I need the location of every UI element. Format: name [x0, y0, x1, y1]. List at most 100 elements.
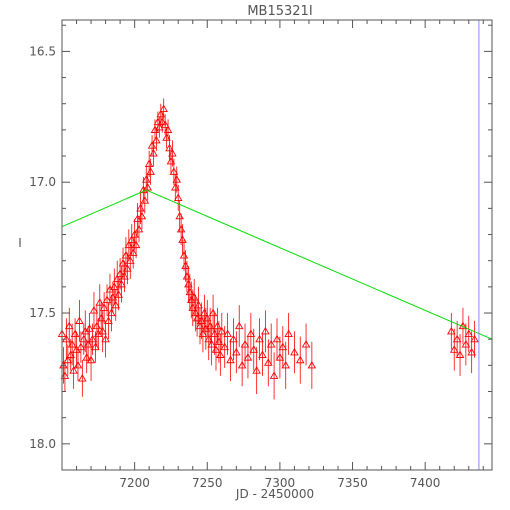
data-points	[57, 98, 479, 400]
triangle-marker	[223, 329, 232, 338]
x-tick-label: 7400	[410, 476, 441, 490]
triangle-marker	[160, 120, 170, 128]
data-point	[114, 279, 123, 311]
triangle-marker	[98, 326, 107, 335]
triangle-marker	[173, 193, 183, 201]
data-point	[82, 341, 91, 374]
data-point	[198, 315, 208, 353]
data-point	[98, 310, 107, 353]
data-point	[144, 150, 154, 177]
plot-frame	[61, 19, 493, 471]
y-axis-label: I	[18, 236, 22, 250]
triangle-marker	[258, 350, 267, 358]
data-point	[269, 352, 279, 400]
data-point	[155, 116, 164, 138]
triangle-marker	[104, 316, 113, 324]
data-point	[182, 260, 192, 293]
data-point	[88, 323, 97, 355]
data-point	[216, 333, 225, 376]
triangle-marker	[266, 340, 276, 348]
data-point	[202, 299, 212, 337]
data-point	[281, 341, 290, 389]
y-tick-label: 17.5	[29, 306, 56, 320]
data-point	[301, 323, 311, 366]
data-point	[205, 307, 215, 345]
data-point	[124, 229, 134, 261]
triangle-marker	[455, 350, 465, 358]
data-point	[467, 331, 476, 374]
data-point	[243, 336, 253, 379]
triangle-marker	[146, 167, 155, 175]
data-point	[143, 174, 152, 201]
data-point	[168, 140, 177, 167]
data-point	[449, 328, 459, 371]
data-point	[173, 184, 183, 211]
data-point	[152, 129, 161, 151]
data-point	[447, 313, 456, 350]
triangle-marker	[157, 117, 167, 126]
data-point	[455, 333, 465, 376]
triangle-marker	[78, 374, 87, 382]
triangle-marker	[111, 300, 121, 309]
triangle-marker	[240, 340, 250, 348]
triangle-marker	[67, 340, 77, 348]
triangle-marker	[76, 342, 86, 351]
triangle-marker	[246, 329, 256, 338]
data-point	[120, 260, 129, 293]
data-point	[192, 299, 202, 337]
triangle-marker	[207, 340, 216, 348]
data-point	[461, 323, 471, 366]
data-point	[99, 292, 109, 324]
triangle-marker	[229, 334, 238, 343]
triangle-marker	[120, 271, 129, 280]
data-point	[207, 323, 216, 366]
triangle-marker	[172, 175, 182, 183]
triangle-marker	[64, 321, 74, 330]
triangle-marker	[252, 366, 261, 374]
triangle-marker	[232, 347, 241, 356]
data-point	[181, 250, 190, 282]
triangle-marker	[234, 321, 244, 330]
triangle-marker	[60, 371, 70, 379]
triangle-marker	[281, 360, 290, 369]
triangle-marker	[112, 274, 122, 283]
data-point	[89, 292, 99, 329]
triangle-marker	[275, 353, 285, 361]
data-point	[452, 320, 462, 358]
data-point	[290, 331, 299, 374]
triangle-marker	[216, 350, 225, 358]
triangle-marker	[165, 143, 174, 152]
data-point	[75, 299, 84, 342]
y-tick-label: 17.0	[29, 175, 56, 189]
triangle-marker	[86, 355, 96, 364]
triangle-marker	[278, 342, 288, 351]
data-point	[258, 333, 267, 376]
triangle-marker	[220, 342, 229, 351]
y-tick-label: 16.5	[29, 44, 56, 58]
chart-title: MB15321I	[247, 4, 312, 19]
triangle-marker	[452, 334, 462, 343]
data-point	[232, 331, 241, 374]
triangle-marker	[110, 282, 119, 290]
data-point	[126, 242, 135, 280]
triangle-marker	[269, 371, 279, 379]
data-point	[70, 318, 80, 350]
triangle-marker	[131, 240, 141, 249]
x-axis-label: JD - 2450000	[235, 487, 314, 501]
x-tick-label: 7300	[265, 476, 296, 490]
model-line-layer	[61, 189, 493, 340]
triangle-marker	[128, 248, 138, 256]
triangle-marker	[88, 334, 97, 343]
triangle-marker	[264, 358, 273, 366]
data-point	[76, 331, 86, 363]
triangle-marker	[467, 347, 476, 356]
triangle-marker	[159, 104, 168, 113]
triangle-marker	[155, 122, 164, 131]
data-point	[246, 313, 256, 355]
data-point	[149, 140, 158, 167]
triangle-marker	[307, 360, 317, 369]
data-point	[128, 237, 138, 269]
triangle-marker	[101, 334, 110, 343]
data-point	[275, 336, 285, 379]
